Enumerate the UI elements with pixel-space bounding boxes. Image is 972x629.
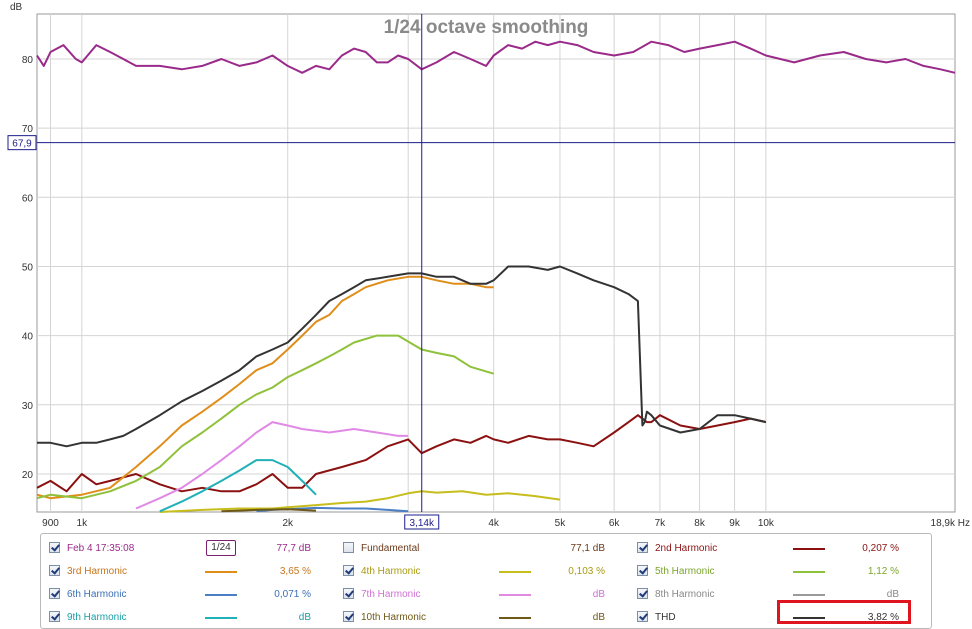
legend-value: 0,103 % xyxy=(568,566,605,577)
legend-panel: Feb 4 17:35:08 1/24 77,7 dB Fundamental 77,1… xyxy=(40,533,932,629)
x-tick-label: 900 xyxy=(42,518,59,529)
legend-series-name: Fundamental xyxy=(361,543,420,554)
legend-series-name: THD xyxy=(655,612,676,623)
legend-series-name: 3rd Harmonic xyxy=(67,566,128,577)
legend-value: 1,12 % xyxy=(867,566,899,577)
legend-color-swatch xyxy=(205,571,237,573)
x-tick-label: 5k xyxy=(555,518,567,529)
legend-checkbox[interactable] xyxy=(49,565,60,576)
legend-row: 9th Harmonic dB 10th Harmonic dB THD 3,82 % xyxy=(41,607,931,629)
legend-checkbox[interactable] xyxy=(49,542,60,553)
legend-checkbox[interactable] xyxy=(343,542,354,553)
legend-color-swatch xyxy=(793,594,825,596)
x-tick-label: 18,9k Hz xyxy=(931,518,970,529)
legend-series-name: Feb 4 17:35:08 xyxy=(67,543,135,554)
x-tick-label: 7k xyxy=(655,518,667,529)
series-line-7th-harmonic xyxy=(135,421,409,510)
cursor-y-readout: 67,9 xyxy=(12,139,32,150)
legend-color-swatch xyxy=(499,594,531,596)
series-line-4th-harmonic xyxy=(159,490,561,513)
legend-series-name: 4th Harmonic xyxy=(361,566,421,577)
y-tick-label: 20 xyxy=(22,470,34,481)
legend-value: 3,82 % xyxy=(867,612,899,623)
legend-checkbox[interactable] xyxy=(637,542,648,553)
cursor-x-readout: 3,14k xyxy=(410,518,435,529)
x-tick-label: 2k xyxy=(282,518,294,529)
series-line-thd xyxy=(37,265,767,448)
legend-value: 0,071 % xyxy=(274,589,311,600)
y-axis-label: dB xyxy=(10,2,23,13)
y-tick-label: 40 xyxy=(22,332,34,343)
series-line-3rd-harmonic xyxy=(36,275,494,500)
smoothing-badge[interactable]: 1/24 xyxy=(206,540,236,556)
legend-checkbox[interactable] xyxy=(49,611,60,622)
legend-color-swatch xyxy=(793,571,825,573)
legend-row: Feb 4 17:35:08 1/24 77,7 dB Fundamental 77,1… xyxy=(41,538,931,560)
plot-area xyxy=(36,13,956,513)
legend-value: dB xyxy=(592,589,605,600)
x-tick-label: 10k xyxy=(758,518,775,529)
cursor-x-readout-box xyxy=(404,514,440,530)
legend-series-name: 8th Harmonic xyxy=(655,589,715,600)
legend-value: 77,1 dB xyxy=(570,543,605,554)
y-tick-label: 60 xyxy=(22,193,34,204)
y-tick-label: 50 xyxy=(22,262,34,273)
frequency-response-chart: 20 30 40 50 60 70 80 dB 900 1k 2k 4k 5k 6k 7k 8k 9k 10k 18… xyxy=(7,2,970,530)
legend-series-name: 2nd Harmonic xyxy=(655,543,718,554)
legend-series-name: 7th Harmonic xyxy=(361,589,421,600)
thd-highlight-box xyxy=(777,600,911,624)
legend-color-swatch xyxy=(793,548,825,550)
legend-checkbox[interactable] xyxy=(343,565,354,576)
legend-value: 77,7 dB xyxy=(276,543,311,554)
legend-series-name: 10th Harmonic xyxy=(361,612,427,623)
x-tick-label: 4k xyxy=(488,518,500,529)
legend-color-swatch xyxy=(793,617,825,619)
series-line-10th-harmonic xyxy=(221,508,317,513)
legend-checkbox[interactable] xyxy=(343,588,354,599)
chart-title: 1/24 octave smoothing xyxy=(384,17,589,38)
legend-value: 3,65 % xyxy=(279,566,311,577)
cursor-y-readout-box xyxy=(7,135,37,151)
legend-color-swatch xyxy=(205,594,237,596)
series-line-2nd-harmonic xyxy=(36,414,767,493)
legend-value: dB xyxy=(592,612,605,623)
y-tick-label: 30 xyxy=(22,401,34,412)
y-tick-label: 80 xyxy=(22,55,34,66)
legend-color-swatch xyxy=(205,617,237,619)
legend-checkbox[interactable] xyxy=(343,611,354,622)
legend-value: dB xyxy=(886,589,899,600)
legend-series-name: 9th Harmonic xyxy=(67,612,127,623)
legend-row: 3rd Harmonic 3,65 % 4th Harmonic 0,103 % 5th… xyxy=(41,561,931,583)
legend-series-name: 5th Harmonic xyxy=(655,566,715,577)
legend-color-swatch xyxy=(499,617,531,619)
y-tick-label: 70 xyxy=(22,124,34,135)
x-tick-label: 8k xyxy=(694,518,706,529)
legend-checkbox[interactable] xyxy=(637,611,648,622)
legend-checkbox[interactable] xyxy=(637,565,648,576)
legend-checkbox[interactable] xyxy=(49,588,60,599)
legend-row: 6th Harmonic 0,071 % 7th Harmonic dB 8th Har… xyxy=(41,584,931,606)
series-line-feb-4-17-35-08 xyxy=(36,40,956,74)
x-tick-label: 1k xyxy=(77,518,89,529)
legend-checkbox[interactable] xyxy=(637,588,648,599)
x-tick-label: 9k xyxy=(729,518,741,529)
legend-series-name: 6th Harmonic xyxy=(67,589,127,600)
legend-value: dB xyxy=(298,612,311,623)
series-line-9th-harmonic xyxy=(159,459,317,513)
legend-value: 0,207 % xyxy=(862,543,899,554)
legend-color-swatch xyxy=(499,571,531,573)
x-tick-label: 6k xyxy=(609,518,621,529)
